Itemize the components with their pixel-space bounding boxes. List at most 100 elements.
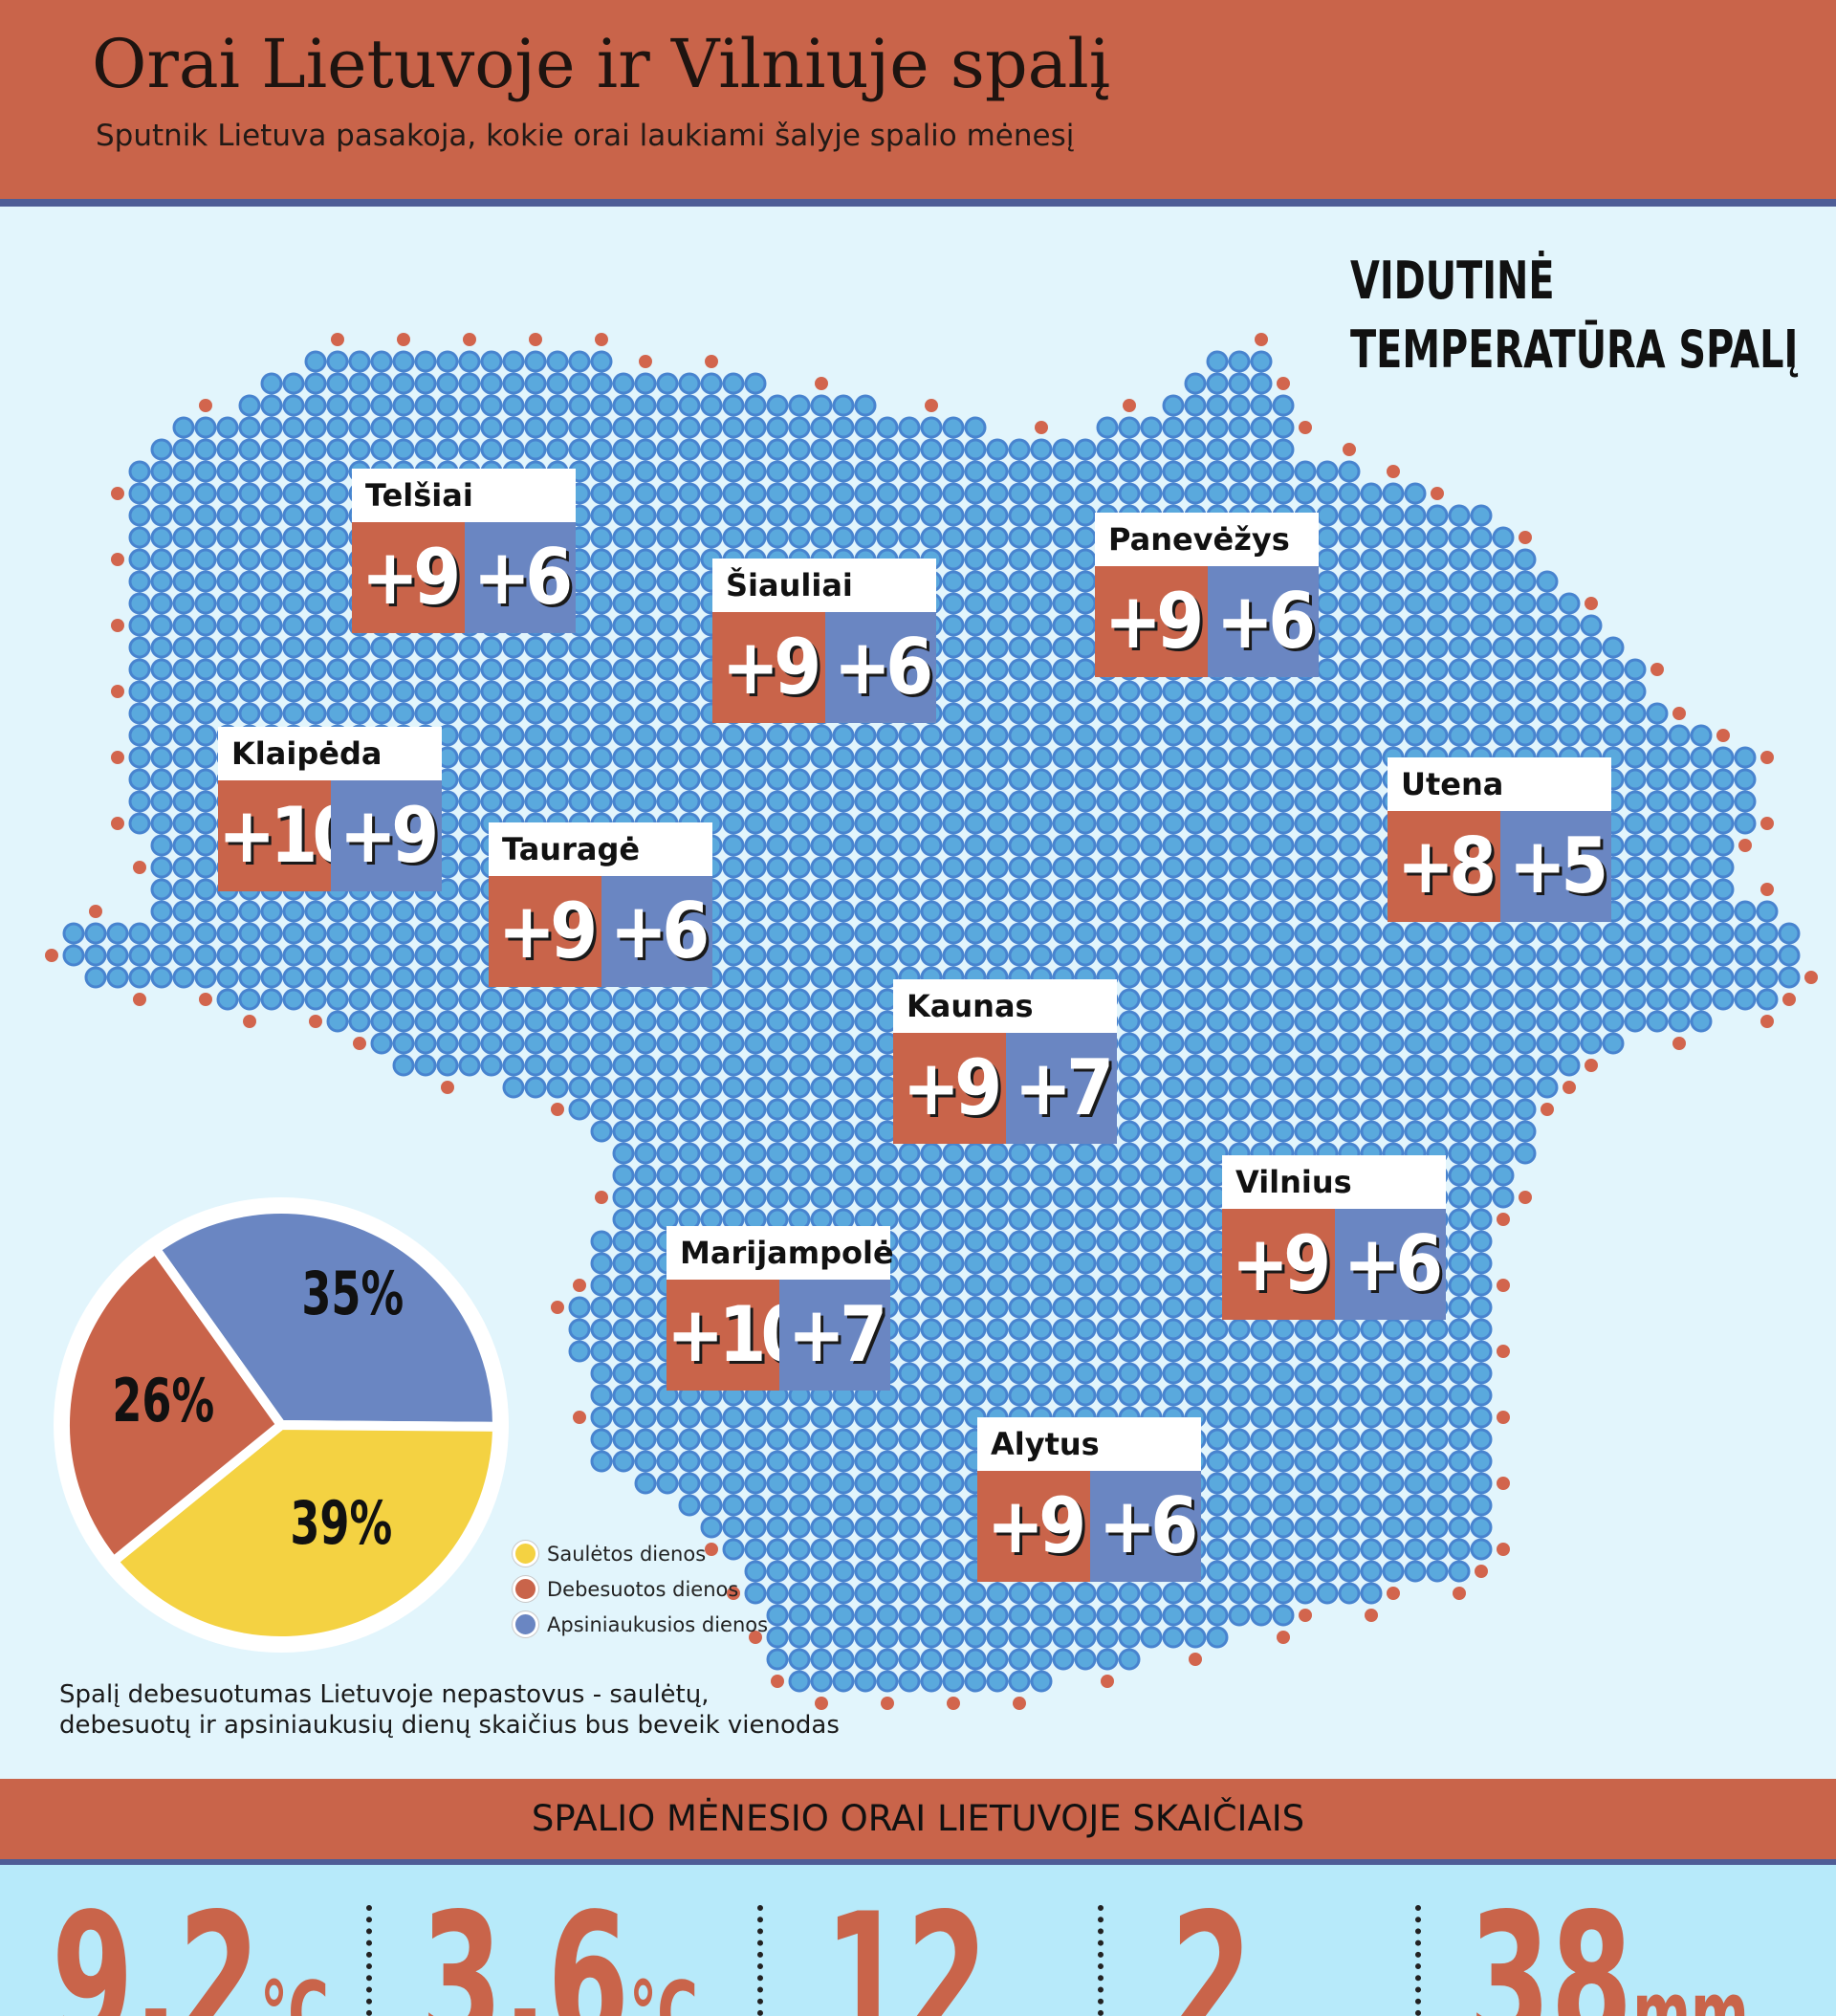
map-dot [942,1450,965,1473]
map-dot [612,614,635,637]
stat-precipitation: 38mm [1469,1890,1749,2016]
map-dot [1558,614,1581,637]
map-dot [480,658,503,681]
map-dot [1272,1604,1295,1627]
map-dot [1206,1560,1229,1583]
map-dot [172,680,195,703]
map-dot [1052,702,1075,725]
map-dot [942,768,965,791]
map-dot [502,394,525,417]
map-dot [788,966,811,989]
map-dot [260,438,283,461]
map-dot [920,856,943,879]
map-dot [678,746,701,769]
map-dot [1272,460,1295,483]
map-dot [1602,1010,1625,1033]
map-dot [1294,680,1317,703]
map-dot [810,1010,833,1033]
legend-item-cloudy: Debesuotos dienos [513,1571,768,1607]
map-dot [1602,1032,1625,1055]
map-dot [1470,1010,1493,1033]
map-dot [1184,1076,1207,1099]
map-dot [1602,922,1625,945]
map-dot [854,1406,877,1429]
map-dot [172,878,195,901]
city-card-siauliai: Šiauliai +9 +6 [712,559,936,723]
map-dot [1140,1582,1163,1605]
map-dot [436,1054,459,1077]
map-dot [1030,1318,1053,1341]
map-dot [700,504,723,527]
map-dot [1514,966,1537,989]
map-dot [1624,834,1647,857]
map-dot [1580,724,1603,747]
map-dot [722,1186,745,1209]
map-dot [304,922,327,945]
map-dot [876,1186,899,1209]
map-dot [1250,1494,1273,1517]
map-dot [568,1032,591,1055]
map-dot [1448,1472,1471,1495]
map-dot [1404,1076,1427,1099]
border-dot [551,1301,564,1314]
map-dot [1690,724,1713,747]
border-dot [573,1279,586,1292]
map-dot [1514,702,1537,725]
map-dot [1206,1428,1229,1451]
map-dot [1162,482,1185,505]
map-dot [1404,966,1427,989]
map-dot [942,1626,965,1649]
map-dot [1514,1076,1537,1099]
map-dot [1272,1450,1295,1473]
map-dot [1096,834,1119,857]
map-dot [524,702,547,725]
map-dot [1404,548,1427,571]
map-dot [1712,922,1735,945]
map-dot [986,1296,1009,1319]
night-temperature: +9 [331,780,442,891]
map-dot [1360,1098,1383,1121]
map-dot [656,1054,679,1077]
map-dot [590,526,613,549]
map-dot [1470,1340,1493,1363]
map-dot [436,680,459,703]
border-dot [1650,663,1664,676]
map-dot [920,460,943,483]
map-dot [1382,944,1405,967]
map-dot [1096,1296,1119,1319]
map-dot [898,438,921,461]
map-dot [1580,1010,1603,1033]
map-dot [1404,1120,1427,1143]
map-dot [1712,790,1735,813]
map-dot [1250,1362,1273,1385]
border-dot [1035,421,1048,434]
map-dot [832,1450,855,1473]
day-temperature: +9 [352,522,465,633]
map-dot [898,1186,921,1209]
map-dot [1316,460,1339,483]
map-dot [1470,702,1493,725]
map-dot [502,680,525,703]
map-dot [678,1120,701,1143]
map-dot [458,1010,481,1033]
map-dot [854,1098,877,1121]
map-dot [568,416,591,439]
map-dot [1492,724,1515,747]
map-dot [590,1296,613,1319]
map-dot [1294,724,1317,747]
map-dot [1096,922,1119,945]
map-dot [1756,988,1779,1011]
map-dot [1008,1186,1031,1209]
map-dot [128,944,151,967]
map-dot [282,966,305,989]
map-dot [1536,658,1559,681]
map-dot [1140,966,1163,989]
map-dot [1184,900,1207,923]
map-dot [1228,372,1251,395]
map-dot [590,570,613,593]
map-dot [854,460,877,483]
map-dot [1184,988,1207,1011]
map-dot [788,1010,811,1033]
map-dot [656,1120,679,1143]
map-dot [1118,438,1141,461]
